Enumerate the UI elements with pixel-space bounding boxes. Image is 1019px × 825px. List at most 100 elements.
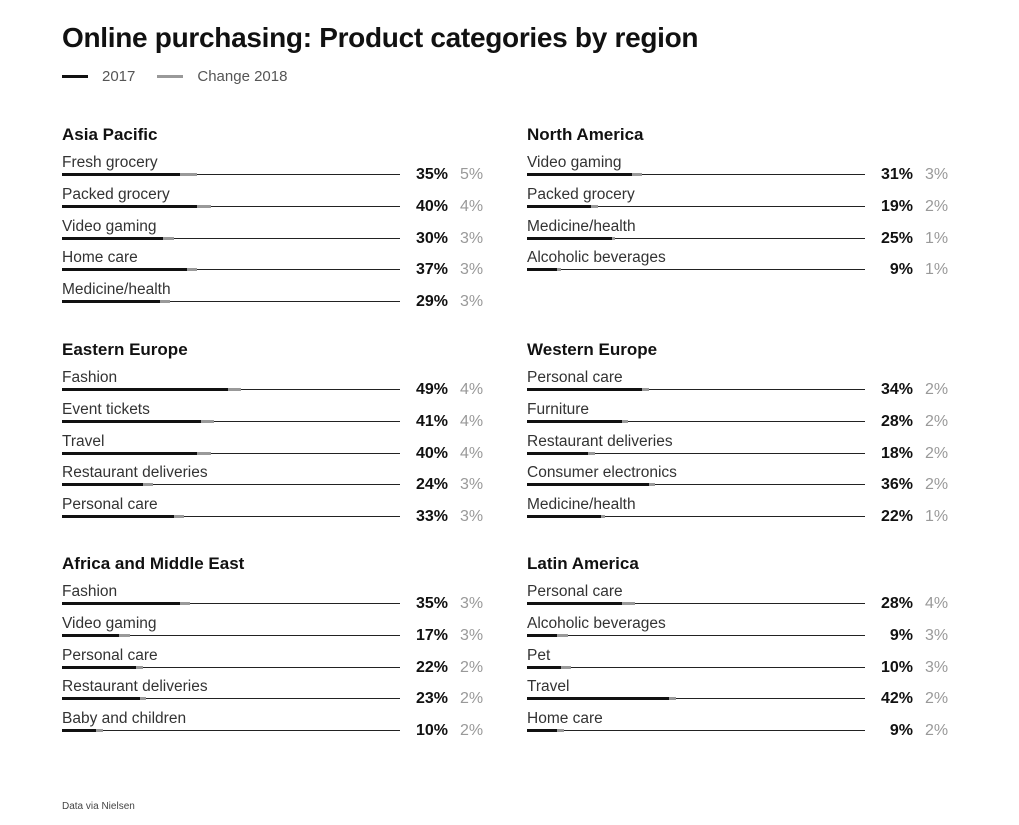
legend-swatch-change	[157, 74, 184, 78]
category-label: Video gaming	[62, 217, 157, 235]
bar-track	[62, 452, 400, 454]
bar-track	[527, 730, 865, 732]
category-label: Medicine/health	[62, 281, 171, 299]
change-label: 3%	[925, 166, 949, 183]
bar-row: Medicine/health 29% 3%	[62, 281, 492, 313]
value-label: 42%	[880, 690, 913, 708]
bar-change-2018	[197, 451, 211, 455]
bar-change-2018	[200, 419, 215, 423]
source-note: Data via Nielsen	[62, 801, 135, 812]
bar-2017	[527, 419, 622, 423]
bar-change-2018	[557, 729, 565, 733]
bar-change-2018	[601, 515, 605, 519]
value-label: 22%	[880, 508, 913, 526]
bar-track	[62, 205, 400, 207]
change-label: 1%	[925, 261, 949, 279]
bar-track	[527, 698, 865, 700]
bar-change-2018	[668, 697, 676, 701]
category-label: Restaurant deliveries	[62, 464, 208, 482]
bar-track	[527, 237, 865, 239]
value-label: 28%	[880, 412, 913, 430]
bar-row: Alcoholic beverages 9% 3%	[527, 615, 957, 647]
value-label: 31%	[880, 166, 913, 183]
change-label: 4%	[460, 412, 484, 430]
bar-2017	[527, 173, 632, 176]
region-western-europe: Western Europe Personal care 34% 2% Furnitur…	[527, 339, 957, 528]
bar-change-2018	[163, 236, 174, 240]
bar-2017	[527, 204, 592, 208]
category-label: Baby and children	[62, 710, 187, 728]
category-label: Fresh grocery	[62, 154, 158, 171]
bar-2017	[527, 697, 669, 701]
change-label: 3%	[925, 658, 949, 676]
legend-label-change: Change 2018	[197, 67, 288, 85]
change-label: 3%	[460, 476, 484, 494]
bar-change-2018	[197, 204, 211, 208]
value-label: 23%	[415, 690, 448, 708]
bar-2017	[62, 665, 137, 669]
region-africa-and-middle-east: Africa and Middle East Fashion 35% 3% Video …	[62, 553, 492, 742]
bar-row: Restaurant deliveries 24% 3%	[62, 464, 492, 496]
bar-track	[527, 389, 865, 390]
change-label: 3%	[460, 595, 484, 612]
category-label: Medicine/health	[527, 217, 636, 235]
change-label: 2%	[925, 690, 949, 708]
category-label: Personal care	[527, 583, 623, 600]
bar-2017	[62, 204, 198, 208]
category-label: Travel	[527, 678, 570, 696]
region-title: Africa and Middle East	[62, 554, 245, 573]
bar-2017	[62, 388, 228, 391]
bar-2017	[62, 602, 181, 605]
bar-track	[62, 603, 400, 604]
value-label: 22%	[415, 658, 448, 676]
bar-track	[527, 174, 865, 175]
bar-change-2018	[611, 236, 615, 240]
bar-track	[527, 452, 865, 454]
bar-2017	[527, 236, 612, 240]
bar-2017	[62, 419, 201, 423]
bar-row: Packed grocery 40% 4%	[62, 186, 492, 218]
legend-swatch-2017	[62, 74, 88, 78]
category-label: Alcoholic beverages	[527, 249, 666, 267]
category-label: Home care	[62, 249, 138, 267]
bar-2017	[62, 633, 120, 637]
bar-row: Consumer electronics 36% 2%	[527, 464, 957, 496]
bar-track	[62, 174, 400, 175]
bar-change-2018	[136, 665, 144, 669]
value-label: 37%	[415, 261, 448, 279]
bar-change-2018	[143, 483, 154, 487]
value-label: 9%	[889, 261, 913, 279]
change-label: 3%	[460, 261, 484, 279]
change-label: 2%	[925, 476, 949, 494]
bar-change-2018	[641, 388, 649, 391]
change-label: 1%	[925, 508, 949, 526]
bar-track	[527, 484, 865, 486]
bar-track	[62, 484, 400, 486]
bar-track	[527, 516, 865, 518]
bar-row: Video gaming 30% 3%	[62, 218, 492, 250]
bar-2017	[527, 388, 642, 391]
change-label: 3%	[460, 626, 484, 644]
value-label: 18%	[880, 444, 913, 462]
region-title: Eastern Europe	[62, 340, 188, 359]
bar-row: Alcoholic beverages 9% 1%	[527, 249, 957, 281]
value-label: 34%	[880, 381, 913, 398]
bar-row: Packed grocery 19% 2%	[527, 186, 957, 218]
category-label: Video gaming	[527, 154, 622, 171]
bar-change-2018	[119, 633, 130, 637]
change-label: 2%	[460, 722, 484, 740]
value-label: 17%	[415, 626, 448, 644]
bar-2017	[527, 515, 602, 519]
bar-track	[62, 730, 400, 732]
category-label: Fashion	[62, 369, 118, 386]
category-label: Personal care	[527, 369, 623, 386]
bar-row: Home care 9% 2%	[527, 710, 957, 742]
bar-2017	[62, 729, 96, 733]
bar-track	[62, 698, 400, 700]
category-label: Restaurant deliveries	[527, 432, 673, 450]
bar-2017	[62, 300, 161, 304]
value-label: 9%	[889, 722, 913, 740]
legend-label-2017: 2017	[102, 67, 136, 85]
bar-change-2018	[631, 173, 642, 176]
category-label: Personal care	[62, 496, 158, 514]
